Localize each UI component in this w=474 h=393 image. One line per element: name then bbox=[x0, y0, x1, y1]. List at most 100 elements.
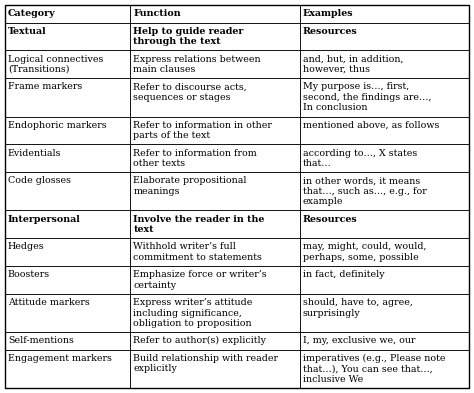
Text: perhaps, some, possible: perhaps, some, possible bbox=[302, 253, 419, 262]
Text: Self-mentions: Self-mentions bbox=[8, 336, 74, 345]
Text: second, the findings are…,: second, the findings are…, bbox=[302, 93, 431, 102]
Bar bbox=[5, 78, 130, 116]
Text: Endophoric markers: Endophoric markers bbox=[8, 121, 107, 130]
Text: in fact, definitely: in fact, definitely bbox=[302, 270, 384, 279]
Bar bbox=[300, 144, 469, 172]
Bar bbox=[130, 266, 300, 294]
Text: may, might, could, would,: may, might, could, would, bbox=[302, 242, 426, 252]
Text: in other words, it means: in other words, it means bbox=[302, 176, 420, 185]
Text: Refer to information from: Refer to information from bbox=[133, 149, 257, 158]
Text: certainty: certainty bbox=[133, 281, 176, 290]
Bar bbox=[300, 238, 469, 266]
Bar bbox=[5, 22, 130, 50]
Text: Category: Category bbox=[8, 9, 55, 18]
Bar bbox=[5, 116, 130, 144]
Text: Examples: Examples bbox=[302, 9, 353, 18]
Bar bbox=[300, 22, 469, 50]
Text: other texts: other texts bbox=[133, 159, 185, 168]
Text: I, my, exclusive we, our: I, my, exclusive we, our bbox=[302, 336, 415, 345]
Text: surprisingly: surprisingly bbox=[302, 309, 360, 318]
Text: including significance,: including significance, bbox=[133, 309, 242, 318]
Text: Interpersonal: Interpersonal bbox=[8, 215, 81, 224]
Text: Frame markers: Frame markers bbox=[8, 83, 82, 92]
Bar bbox=[5, 50, 130, 78]
Text: (Transitions): (Transitions) bbox=[8, 65, 70, 74]
Bar bbox=[130, 78, 300, 116]
Text: according to…, X states: according to…, X states bbox=[302, 149, 417, 158]
Text: Refer to author(s) explicitly: Refer to author(s) explicitly bbox=[133, 336, 266, 345]
Bar bbox=[130, 332, 300, 350]
Bar bbox=[5, 172, 130, 210]
Bar bbox=[5, 266, 130, 294]
Bar bbox=[5, 5, 130, 22]
Text: Involve the reader in the: Involve the reader in the bbox=[133, 215, 264, 224]
Text: Refer to information in other: Refer to information in other bbox=[133, 121, 272, 130]
Bar bbox=[300, 266, 469, 294]
Bar bbox=[300, 78, 469, 116]
Bar bbox=[300, 294, 469, 332]
Text: Build relationship with reader: Build relationship with reader bbox=[133, 354, 278, 363]
Text: Resources: Resources bbox=[302, 27, 357, 36]
Text: In conclusion: In conclusion bbox=[302, 103, 367, 112]
Bar bbox=[130, 294, 300, 332]
Bar bbox=[300, 5, 469, 22]
Text: text: text bbox=[133, 225, 154, 234]
Bar bbox=[5, 144, 130, 172]
Text: Textual: Textual bbox=[8, 27, 47, 36]
Text: should, have to, agree,: should, have to, agree, bbox=[302, 298, 412, 307]
Text: Function: Function bbox=[133, 9, 181, 18]
Text: inclusive We: inclusive We bbox=[302, 375, 363, 384]
Bar bbox=[130, 210, 300, 238]
Text: Attitude markers: Attitude markers bbox=[8, 298, 90, 307]
Text: and, but, in addition,: and, but, in addition, bbox=[302, 55, 403, 64]
Text: that…: that… bbox=[302, 159, 331, 168]
Text: Emphasize force or writer’s: Emphasize force or writer’s bbox=[133, 270, 267, 279]
Bar bbox=[300, 350, 469, 388]
Bar bbox=[5, 332, 130, 350]
Bar bbox=[5, 238, 130, 266]
Bar bbox=[130, 116, 300, 144]
Text: sequences or stages: sequences or stages bbox=[133, 93, 231, 102]
Bar bbox=[130, 5, 300, 22]
Bar bbox=[300, 172, 469, 210]
Text: obligation to proposition: obligation to proposition bbox=[133, 319, 252, 328]
Bar bbox=[300, 116, 469, 144]
Text: Express relations between: Express relations between bbox=[133, 55, 261, 64]
Bar bbox=[5, 350, 130, 388]
Text: Code glosses: Code glosses bbox=[8, 176, 71, 185]
Bar bbox=[5, 294, 130, 332]
Text: that…), You can see that…,: that…), You can see that…, bbox=[302, 364, 432, 373]
Bar bbox=[130, 22, 300, 50]
Text: main clauses: main clauses bbox=[133, 65, 196, 74]
Text: Boosters: Boosters bbox=[8, 270, 50, 279]
Text: meanings: meanings bbox=[133, 187, 180, 196]
Text: Evidentials: Evidentials bbox=[8, 149, 62, 158]
Text: Logical connectives: Logical connectives bbox=[8, 55, 103, 64]
Bar bbox=[130, 50, 300, 78]
Bar bbox=[130, 350, 300, 388]
Text: Express writer’s attitude: Express writer’s attitude bbox=[133, 298, 253, 307]
Bar bbox=[300, 210, 469, 238]
Text: parts of the text: parts of the text bbox=[133, 131, 210, 140]
Text: commitment to statements: commitment to statements bbox=[133, 253, 262, 262]
Text: Elaborate propositional: Elaborate propositional bbox=[133, 176, 247, 185]
Text: that…, such as…, e.g., for: that…, such as…, e.g., for bbox=[302, 187, 427, 196]
Text: however, thus: however, thus bbox=[302, 65, 370, 74]
Bar bbox=[130, 144, 300, 172]
Bar bbox=[130, 172, 300, 210]
Text: imperatives (e.g., Please note: imperatives (e.g., Please note bbox=[302, 354, 445, 363]
Text: Withhold writer’s full: Withhold writer’s full bbox=[133, 242, 236, 252]
Text: My purpose is…, first,: My purpose is…, first, bbox=[302, 83, 409, 92]
Text: explicitly: explicitly bbox=[133, 364, 177, 373]
Text: Help to guide reader: Help to guide reader bbox=[133, 27, 244, 36]
Bar bbox=[5, 210, 130, 238]
Text: Hedges: Hedges bbox=[8, 242, 45, 252]
Text: through the text: through the text bbox=[133, 37, 221, 46]
Bar bbox=[130, 238, 300, 266]
Bar bbox=[300, 332, 469, 350]
Text: mentioned above, as follows: mentioned above, as follows bbox=[302, 121, 439, 130]
Text: Resources: Resources bbox=[302, 215, 357, 224]
Text: example: example bbox=[302, 197, 343, 206]
Text: Refer to discourse acts,: Refer to discourse acts, bbox=[133, 83, 247, 92]
Bar bbox=[300, 50, 469, 78]
